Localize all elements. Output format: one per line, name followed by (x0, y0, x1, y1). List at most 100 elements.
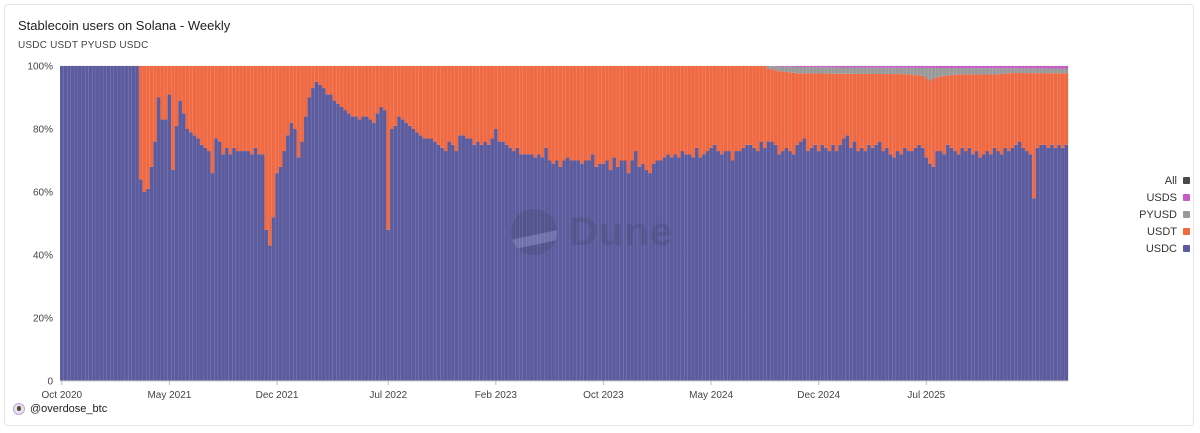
bar-pyusd (920, 67, 925, 76)
bar-pyusd (974, 68, 979, 75)
bar-usdt (318, 66, 323, 85)
y-tick-label: 100% (27, 62, 53, 73)
bar-usdc (1032, 198, 1036, 381)
bar-usdc (590, 154, 595, 381)
bar-usdc (81, 66, 86, 381)
bar-usdt (899, 74, 904, 155)
bar-usdt (476, 66, 480, 142)
bar-usdc (698, 157, 703, 381)
bar-usdt (601, 66, 606, 164)
bar-usdt (404, 66, 409, 123)
bar-usdt (705, 66, 710, 152)
bar-usdt (777, 71, 782, 155)
x-tick-label: Dec 2024 (797, 390, 840, 401)
bar-usdc (777, 154, 782, 381)
bar-pyusd (1060, 68, 1065, 74)
bar-usdc (834, 151, 839, 381)
bar-usdt (300, 66, 305, 142)
bar-usdt (1057, 73, 1061, 145)
bar-usdc (239, 151, 244, 381)
legend-item-all[interactable]: All (1126, 172, 1190, 189)
bar-usdc (766, 141, 771, 381)
legend-item-usdc[interactable]: USDC (1126, 240, 1190, 257)
bar-usds (852, 66, 857, 68)
dune-logo-icon (511, 209, 557, 255)
bar-usdt (235, 66, 240, 152)
bar-usdt (479, 66, 484, 145)
bar-usdc (372, 122, 376, 381)
bar-usdt (357, 66, 362, 120)
bar-usdc (842, 138, 846, 381)
bar-usdt (529, 66, 534, 155)
bar-pyusd (956, 68, 961, 75)
bar-usds (895, 66, 900, 68)
bar-usdt (698, 66, 703, 158)
bar-pyusd (899, 67, 904, 75)
bar-usds (802, 66, 807, 68)
bar-usdc (558, 166, 563, 381)
bar-usds (1050, 66, 1054, 69)
bar-usdt (368, 66, 373, 120)
legend-label: USDC (1145, 242, 1177, 255)
legend-item-usdt[interactable]: USDT (1126, 223, 1190, 240)
bar-usdt (185, 66, 190, 129)
bar-usdt (960, 74, 965, 148)
bar-usds (967, 66, 972, 69)
bar-usds (845, 66, 850, 68)
bar-usdc (486, 144, 491, 381)
author-handle[interactable]: @overdose_btc (30, 403, 108, 415)
bar-pyusd (863, 67, 868, 74)
bar-usdt (174, 66, 179, 126)
bar-usdc (350, 116, 355, 382)
bar-usdc (92, 66, 97, 381)
legend-item-pyusd[interactable]: PYUSD (1126, 206, 1190, 223)
bar-usdt (694, 66, 699, 148)
bar-pyusd (802, 67, 807, 74)
bar-pyusd (892, 67, 896, 75)
bar-usdt (146, 66, 150, 189)
bar-usdt (192, 66, 197, 136)
bar-usdc (522, 154, 527, 381)
bar-usdc (375, 113, 380, 381)
bar-usds (1007, 66, 1011, 69)
bar-usdt (1014, 73, 1018, 145)
bar-usdt (268, 66, 272, 246)
bar-usdt (820, 73, 825, 145)
bar-usdc (103, 66, 107, 381)
bar-usdc (734, 151, 739, 381)
avatar[interactable] (13, 403, 25, 415)
bar-usdc (63, 66, 68, 381)
bar-usds (928, 66, 932, 68)
bar-usdc (526, 154, 531, 381)
bar-usds (985, 66, 990, 69)
bar-usdc (472, 144, 477, 381)
bar-usdt (870, 73, 875, 148)
bar-usdt (1017, 73, 1022, 142)
bar-usdc (906, 151, 911, 381)
bar-usds (1035, 66, 1040, 69)
bar-usds (920, 66, 925, 68)
bar-usdc (651, 163, 656, 381)
bar-usdc (748, 144, 753, 381)
bar-usdt (605, 66, 609, 161)
bar-pyusd (1010, 68, 1015, 73)
legend-item-usds[interactable]: USDS (1126, 189, 1190, 206)
x-tick-label: Dec 2021 (256, 390, 299, 401)
bar-usdt (644, 66, 649, 170)
bar-usds (859, 66, 864, 68)
bar-usdt (199, 66, 204, 145)
bar-usdt (931, 78, 936, 167)
bar-usdt (788, 72, 792, 152)
bar-pyusd (1046, 68, 1051, 74)
bar-usdt (608, 66, 613, 170)
bar-usdc (120, 66, 125, 381)
bar-usdc (999, 154, 1004, 381)
bar-usdt (433, 66, 437, 142)
bar-usdt (454, 66, 459, 152)
bar-usdt (1060, 73, 1065, 148)
bar-usdt (436, 66, 441, 145)
bar-usdt (321, 66, 326, 89)
bar-usdt (953, 74, 957, 152)
bar-usdt (716, 66, 721, 152)
bar-usdc (235, 151, 240, 381)
